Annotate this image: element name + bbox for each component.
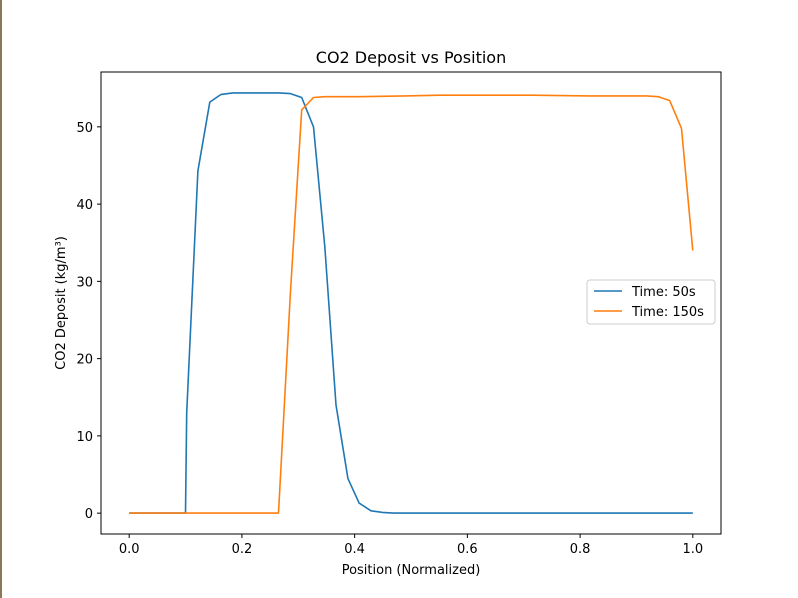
x-tick-label: 0.8: [570, 542, 591, 557]
x-tick-label: 0.4: [344, 542, 365, 557]
plot-frame: [100, 71, 722, 535]
x-axis-label: Position (Normalized): [342, 563, 481, 578]
y-tick-label: 30: [76, 275, 93, 290]
y-tick-label: 0: [85, 507, 93, 522]
y-tick-label: 20: [76, 353, 93, 368]
x-tick-label: 1.0: [682, 542, 703, 557]
series-line-1: [129, 92, 693, 514]
legend-label-series-1: Time: 50s: [631, 285, 696, 300]
window-left-edge: [0, 0, 2, 598]
y-tick-label: 50: [76, 121, 93, 136]
x-tick-label: 0.2: [232, 542, 253, 557]
y-axis-label: CO2 Deposit (kg/m³): [54, 236, 69, 370]
legend: Time: 50s Time: 150s: [586, 279, 716, 325]
chart-title: CO2 Deposit vs Position: [316, 48, 506, 67]
y-axis-ticks: 0 10 20 30 40 50: [76, 121, 101, 522]
y-tick-label: 40: [76, 198, 93, 213]
y-tick-label: 10: [76, 430, 93, 445]
legend-label-series-2: Time: 150s: [631, 305, 704, 320]
x-axis-ticks: 0.0 0.2 0.4 0.6 0.8 1.0: [119, 534, 703, 557]
plot-lines: [129, 92, 694, 514]
series-line-2: [129, 94, 694, 514]
x-tick-label: 0.0: [119, 542, 140, 557]
x-tick-label: 0.6: [457, 542, 478, 557]
